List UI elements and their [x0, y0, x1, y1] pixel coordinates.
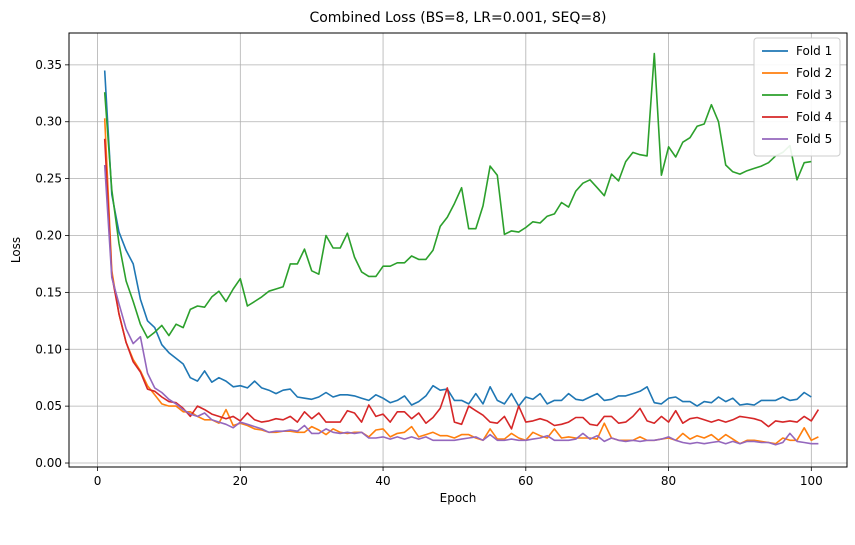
y-tick-label: 0.15	[35, 285, 62, 299]
series-line-fold-3	[103, 52, 812, 339]
x-axis-label: Epoch	[440, 491, 477, 505]
y-axis-label: Loss	[9, 237, 23, 263]
legend: Fold 1 Fold 2 Fold 3 Fold 4 Fold 5	[753, 37, 841, 157]
legend-label: Fold 1	[796, 44, 832, 58]
x-tick-label: 80	[661, 474, 676, 488]
y-tick-label: 0.30	[35, 115, 62, 129]
y-tick-label: 0.25	[35, 172, 62, 186]
x-tick-label: 0	[94, 474, 102, 488]
x-tick-label: 20	[233, 474, 248, 488]
y-tick-label: 0.05	[35, 399, 62, 413]
x-axis-ticks: 0 20 40 60 80 100	[94, 467, 823, 488]
legend-label: Fold 5	[796, 132, 832, 146]
series-line-fold-1	[103, 70, 812, 407]
y-tick-label: 0.35	[35, 58, 62, 72]
series-line-fold-4	[103, 138, 820, 430]
series-line-fold-2	[103, 118, 819, 445]
legend-label: Fold 3	[796, 88, 832, 102]
y-tick-label: 0.00	[35, 456, 62, 470]
y-tick-label: 0.20	[35, 228, 62, 242]
x-tick-label: 40	[375, 474, 390, 488]
legend-label: Fold 2	[796, 66, 832, 80]
chart-title: Combined Loss (BS=8, LR=0.001, SEQ=8)	[309, 10, 606, 26]
plot-frame	[68, 32, 848, 468]
series-line-fold-5	[103, 164, 819, 446]
y-tick-label: 0.10	[35, 342, 62, 356]
legend-label: Fold 4	[796, 110, 832, 124]
y-axis-ticks: 0.00 0.05 0.10 0.15 0.20 0.25 0.30 0.35	[35, 58, 69, 470]
x-tick-label: 100	[800, 474, 823, 488]
x-tick-label: 60	[518, 474, 533, 488]
series-lines	[103, 52, 820, 446]
legend-box	[753, 37, 841, 157]
